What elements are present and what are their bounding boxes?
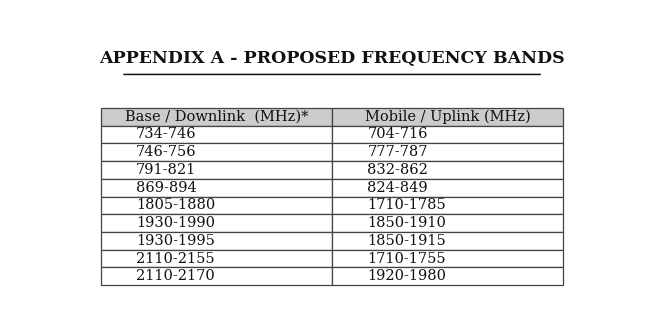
Text: Mobile / Uplink (MHz): Mobile / Uplink (MHz) xyxy=(365,110,531,124)
Text: 869-894: 869-894 xyxy=(136,181,197,195)
Text: 832-862: 832-862 xyxy=(367,163,428,177)
Text: 1850-1915: 1850-1915 xyxy=(367,234,446,248)
Bar xyxy=(101,267,332,285)
Text: 1710-1785: 1710-1785 xyxy=(367,198,446,213)
Text: 2110-2170: 2110-2170 xyxy=(136,269,215,283)
Bar xyxy=(332,108,563,126)
Text: 746-756: 746-756 xyxy=(136,145,197,159)
Bar xyxy=(101,232,332,250)
Text: 1710-1755: 1710-1755 xyxy=(367,252,446,266)
Bar xyxy=(101,196,332,214)
Text: 824-849: 824-849 xyxy=(367,181,428,195)
Bar xyxy=(101,126,332,143)
Bar xyxy=(332,214,563,232)
Bar xyxy=(332,232,563,250)
Bar xyxy=(101,143,332,161)
Bar xyxy=(101,179,332,196)
Bar xyxy=(332,126,563,143)
Bar xyxy=(332,267,563,285)
Bar xyxy=(332,161,563,179)
Text: 777-787: 777-787 xyxy=(367,145,428,159)
Text: 704-716: 704-716 xyxy=(367,127,428,141)
Bar xyxy=(332,179,563,196)
Bar xyxy=(101,250,332,267)
Bar xyxy=(332,143,563,161)
Bar xyxy=(332,196,563,214)
Text: 734-746: 734-746 xyxy=(136,127,197,141)
Text: APPENDIX A - PROPOSED FREQUENCY BANDS: APPENDIX A - PROPOSED FREQUENCY BANDS xyxy=(99,50,565,67)
Text: 1920-1980: 1920-1980 xyxy=(367,269,446,283)
Bar xyxy=(101,161,332,179)
Text: 2110-2155: 2110-2155 xyxy=(136,252,215,266)
Text: 1850-1910: 1850-1910 xyxy=(367,216,446,230)
Bar xyxy=(101,214,332,232)
Text: 1805-1880: 1805-1880 xyxy=(136,198,216,213)
Bar xyxy=(101,108,332,126)
Text: Base / Downlink  (MHz)*: Base / Downlink (MHz)* xyxy=(125,110,308,124)
Bar xyxy=(332,250,563,267)
Text: 1930-1995: 1930-1995 xyxy=(136,234,215,248)
Text: 1930-1990: 1930-1990 xyxy=(136,216,215,230)
Text: 791-821: 791-821 xyxy=(136,163,196,177)
